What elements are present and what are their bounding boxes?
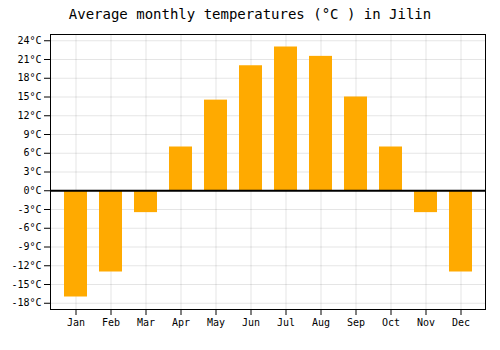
svg-text:0°C: 0°C	[23, 185, 41, 196]
html-text:Average monthly temperatures (: Average monthly temperatures (°C ) in Ji…	[68, 6, 432, 22]
svg-text:-3°C: -3°C	[17, 204, 41, 215]
svg-text:Jul: Jul	[277, 317, 295, 328]
svg-text:18°C: 18°C	[17, 72, 41, 83]
svg-text:Sep: Sep	[347, 317, 365, 328]
svg-text:Nov: Nov	[417, 317, 435, 328]
svg-text:15°C: 15°C	[17, 91, 41, 102]
svg-text:-15°C: -15°C	[11, 279, 41, 290]
svg-text:Feb: Feb	[102, 317, 120, 328]
svg-text:Jun: Jun	[242, 317, 260, 328]
svg-text:-9°C: -9°C	[17, 241, 41, 252]
svg-text:Mar: Mar	[137, 317, 155, 328]
svg-text:Jan: Jan	[67, 317, 85, 328]
svg-text:3°C: 3°C	[23, 166, 41, 177]
svg-text:24°C: 24°C	[17, 35, 41, 46]
svg-text:-12°C: -12°C	[11, 260, 41, 271]
svg-text:9°C: 9°C	[23, 129, 41, 140]
svg-text:21°C: 21°C	[17, 54, 41, 65]
svg-text:Aug: Aug	[312, 317, 330, 328]
svg-text:May: May	[207, 317, 225, 328]
svg-text:-18°C: -18°C	[11, 297, 41, 308]
svg-text:12°C: 12°C	[17, 110, 41, 121]
svg-text:Oct: Oct	[382, 317, 400, 328]
svg-text:Dec: Dec	[452, 317, 470, 328]
svg-text:-6°C: -6°C	[17, 222, 41, 233]
svg-text:Apr: Apr	[172, 317, 190, 328]
svg-text:6°C: 6°C	[23, 147, 41, 158]
